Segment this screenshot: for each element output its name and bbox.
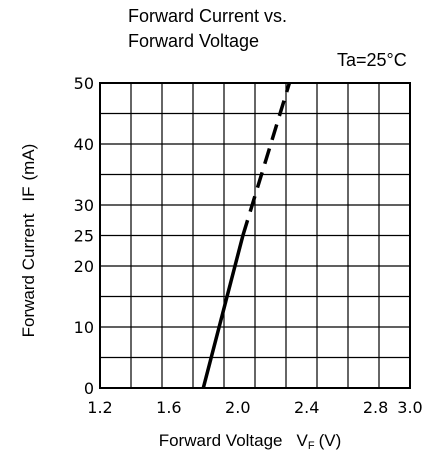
x-tick-labels: 1.2 1.6 2.0 2.4 2.8 3.0 — [87, 398, 422, 417]
y-axis-label-unit: (mA) — [19, 144, 38, 181]
x-tick-label: 3.0 — [397, 398, 422, 417]
y-axis-label: Forward Current IF (mA) — [19, 144, 38, 338]
series-line-dashed — [241, 82, 292, 237]
chart-title-line-1: Forward Current vs. — [128, 6, 288, 26]
y-tick-label: 0 — [84, 379, 94, 398]
chart-title-line-2: Forward Voltage — [128, 31, 260, 51]
x-tick-label: 2.0 — [225, 398, 250, 417]
y-tick-labels: 0 10 20 25 30 40 50 — [74, 74, 94, 398]
y-tick-label: 40 — [74, 135, 94, 154]
y-axis-label-symbol: IF — [19, 186, 38, 201]
plot-frame — [99, 82, 411, 389]
y-tick-label: 25 — [74, 227, 94, 246]
x-tick-label: 1.6 — [156, 398, 181, 417]
x-axis-label: Forward Voltage VF (V) — [159, 431, 342, 452]
grid — [100, 83, 410, 388]
x-tick-label: 2.8 — [363, 398, 388, 417]
series-layer — [201, 82, 292, 389]
x-tick-label: 1.2 — [87, 398, 112, 417]
series-line-solid — [201, 235, 245, 389]
y-tick-label: 50 — [74, 74, 94, 93]
x-tick-label: 2.4 — [294, 398, 319, 417]
x-axis-label-symbol: V — [297, 431, 309, 450]
y-tick-label: 30 — [74, 196, 94, 215]
chart-condition-label: Ta=25°C — [337, 50, 407, 70]
y-tick-label: 20 — [74, 257, 94, 276]
y-axis-label-text: Forward Current — [19, 213, 38, 337]
y-tick-label: 10 — [74, 318, 94, 337]
x-axis-label-unit: (V) — [319, 431, 342, 450]
x-axis-label-subscript: F — [308, 440, 315, 452]
x-axis-label-text: Forward Voltage — [159, 431, 283, 450]
